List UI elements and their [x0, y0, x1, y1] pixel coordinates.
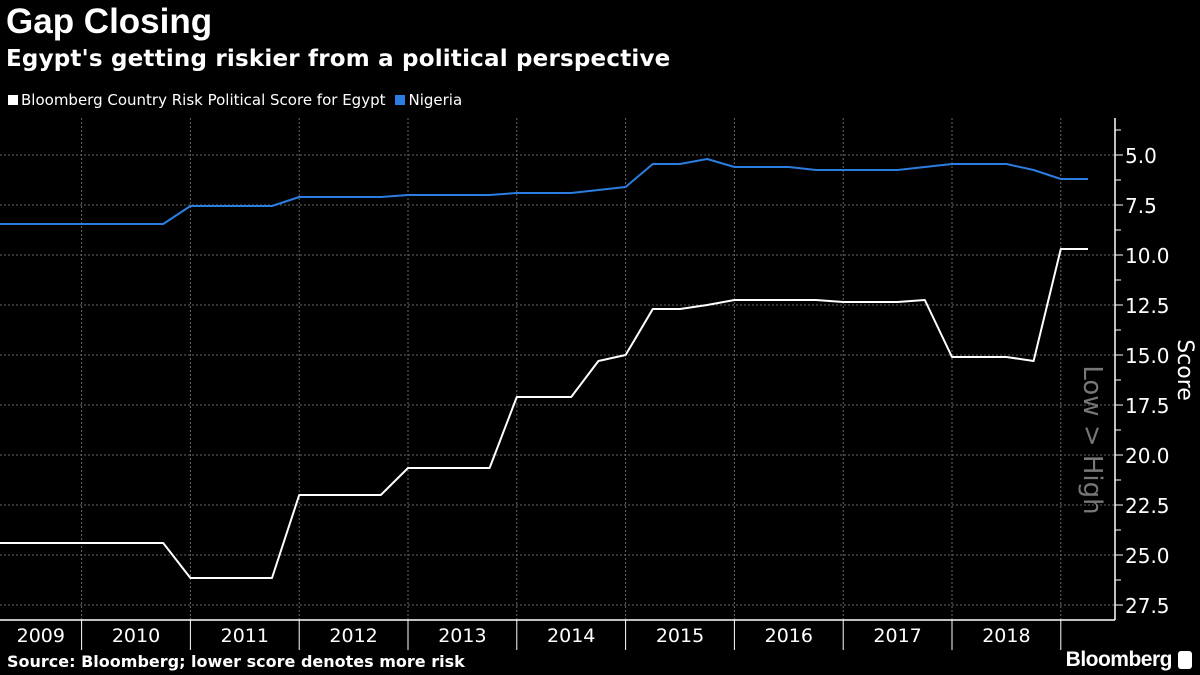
x-tick-label: 2018: [982, 625, 1030, 647]
bloomberg-icon: [1178, 651, 1192, 669]
egypt-line: [0, 248, 1088, 579]
y-tick-label: 15.0: [1125, 344, 1170, 368]
legend-swatch-nigeria: [395, 95, 406, 105]
y-tick-label: 10.0: [1125, 244, 1170, 268]
brand-text: Bloomberg: [1065, 648, 1173, 671]
chart-subtitle: Egypt's getting riskier from a political…: [6, 46, 671, 72]
x-tick-label: 2016: [765, 625, 813, 647]
x-tick-label: 2014: [547, 625, 595, 647]
legend: Bloomberg Country Risk Political Score f…: [8, 91, 462, 109]
x-tick-label: 2009: [17, 625, 65, 647]
x-tick-label: 2015: [656, 625, 704, 647]
nigeria-line: [0, 158, 1088, 225]
y-tick-label: 12.5: [1125, 294, 1170, 318]
y-tick-label: 5.0: [1125, 144, 1157, 168]
y-axis-label: Score: [1172, 339, 1197, 401]
source-note: Source: Bloomberg; lower score denotes m…: [7, 652, 465, 671]
x-tick-label: 2012: [329, 625, 377, 647]
chart-title: Gap Closing: [6, 2, 213, 41]
legend-item-nigeria: Nigeria: [395, 91, 462, 109]
legend-label-nigeria: Nigeria: [408, 91, 463, 109]
x-tick-label: 2013: [438, 625, 486, 647]
legend-item-egypt: Bloomberg Country Risk Political Score f…: [8, 91, 385, 109]
x-tick-label: 2011: [221, 625, 269, 647]
y-tick-label: 25.0: [1125, 544, 1170, 568]
y-tick-label: 27.5: [1125, 594, 1170, 618]
y-tick-label: 22.5: [1125, 494, 1170, 518]
legend-swatch-egypt: [8, 95, 18, 105]
y-annotation: Low > High: [1077, 365, 1107, 514]
y-tick-label: 17.5: [1125, 394, 1170, 418]
y-tick-label: 7.5: [1125, 194, 1157, 218]
x-tick-label: 2017: [873, 625, 921, 647]
x-tick-label: 2010: [112, 625, 160, 647]
bloomberg-logo: Bloomberg: [1066, 648, 1192, 672]
legend-label-egypt: Bloomberg Country Risk Political Score f…: [21, 91, 386, 109]
y-tick-label: 20.0: [1125, 444, 1170, 468]
